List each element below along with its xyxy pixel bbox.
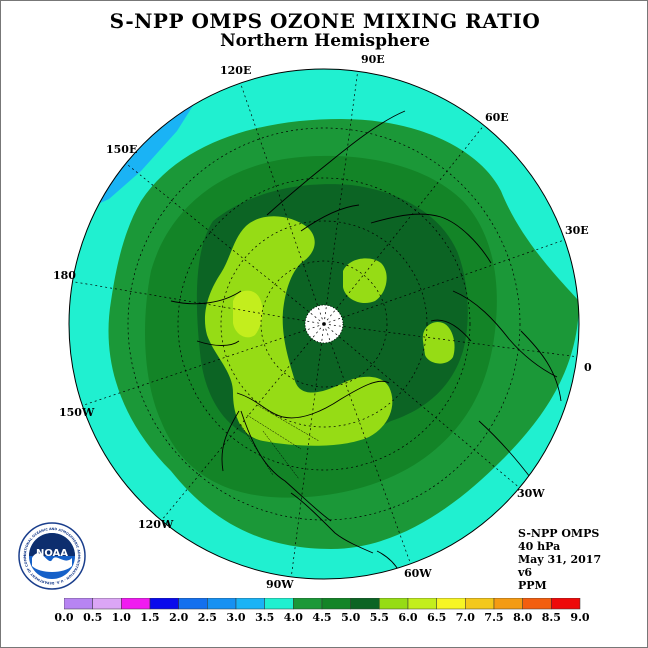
lon-label-120w: 120W xyxy=(138,518,174,531)
figure-subtitle: Northern Hemisphere xyxy=(220,31,430,51)
noaa-logo-text: NOAA xyxy=(36,548,68,559)
colorbar-tick-label: 3.5 xyxy=(255,611,275,624)
lon-label-60e: 60E xyxy=(485,111,509,124)
figure-title: S-NPP OMPS OZONE MIXING RATIO xyxy=(109,9,541,33)
graticule xyxy=(69,69,579,579)
colorbar-tick-label: 5.0 xyxy=(341,611,361,624)
colorbar-swatch xyxy=(293,598,323,610)
colorbar-tick-label: 1.5 xyxy=(140,611,160,624)
lon-label-30w: 30W xyxy=(517,487,545,500)
lon-label-90e: 90E xyxy=(361,53,385,66)
colorbar-swatch xyxy=(436,598,466,610)
colorbar-swatch xyxy=(178,598,208,610)
colorbar-tick-label: 1.0 xyxy=(111,611,131,624)
contour-6-0-to-6-5 xyxy=(233,290,263,338)
colorbar-tick-label: 2.0 xyxy=(169,611,189,624)
colorbar-tick-label: 4.0 xyxy=(283,611,303,624)
contour-5-5-to-6-0-west xyxy=(204,216,393,446)
colorbar-tick-label: 4.5 xyxy=(312,611,332,624)
colorbar-swatch xyxy=(64,598,93,610)
colorbar-tick-label: 5.5 xyxy=(369,611,389,624)
pressure-level: 40 hPa xyxy=(518,540,561,553)
lon-label-30e: 30E xyxy=(565,224,589,237)
units-label: PPM xyxy=(518,579,547,592)
colorbar-swatch xyxy=(551,598,581,610)
contour-5-5-to-6-0-europe xyxy=(422,321,455,364)
colorbar-tick-label: 2.5 xyxy=(197,611,217,624)
coastlines xyxy=(170,110,562,579)
lon-label-60w: 60W xyxy=(404,567,432,580)
colorbar-swatch xyxy=(92,598,122,610)
lon-label-150e: 150E xyxy=(106,143,138,156)
lon-label-0: 0 xyxy=(584,361,592,374)
ozone-contours xyxy=(69,69,579,579)
colorbar-tick-label: 0.5 xyxy=(83,611,103,624)
version-label: v6 xyxy=(518,566,533,579)
colorbar-swatch xyxy=(321,598,351,610)
colorbar-swatch xyxy=(350,598,380,610)
colorbar-swatch xyxy=(121,598,151,610)
colorbar-swatch xyxy=(465,598,495,610)
contour-5-5-to-6-0-east xyxy=(343,258,387,304)
colorbar-tick-label: 3.0 xyxy=(226,611,246,624)
colorbar-tick-label: 8.0 xyxy=(513,611,533,624)
colorbar-tick-label: 7.5 xyxy=(484,611,504,624)
colorbar-tick-label: 0.0 xyxy=(54,611,74,624)
colorbar-swatch xyxy=(407,598,437,610)
colorbar-tick-label: 6.5 xyxy=(427,611,447,624)
colorbar xyxy=(64,598,581,610)
colorbar-tick-label: 9.0 xyxy=(570,611,590,624)
colorbar-swatch xyxy=(149,598,179,610)
date-label: May 31, 2017 xyxy=(518,553,602,566)
map-border xyxy=(68,68,580,580)
lon-label-180: 180 xyxy=(53,269,76,282)
colorbar-tick-label: 7.0 xyxy=(455,611,475,624)
colorbar-tick-label: 8.5 xyxy=(541,611,561,624)
state-boundaries xyxy=(240,404,320,480)
colorbar-tick-label: 6.0 xyxy=(398,611,418,624)
lon-label-120e: 120E xyxy=(220,64,252,77)
colorbar-swatch xyxy=(235,598,265,610)
instrument-label: S-NPP OMPS xyxy=(518,527,600,540)
colorbar-swatch xyxy=(379,598,409,610)
info-block: S-NPP OMPS 40 hPa May 31, 2017 v6 PPM xyxy=(518,527,601,592)
colorbar-swatch xyxy=(522,598,552,610)
noaa-logo: NOAA NATIONAL OCEANIC AND ATMOSPHERIC AD… xyxy=(18,522,86,590)
colorbar-swatch xyxy=(264,598,294,610)
colorbar-swatch xyxy=(207,598,237,610)
colorbar-swatch xyxy=(493,598,523,610)
lon-label-150w: 150W xyxy=(59,406,95,419)
lon-label-90w: 90W xyxy=(266,578,294,591)
